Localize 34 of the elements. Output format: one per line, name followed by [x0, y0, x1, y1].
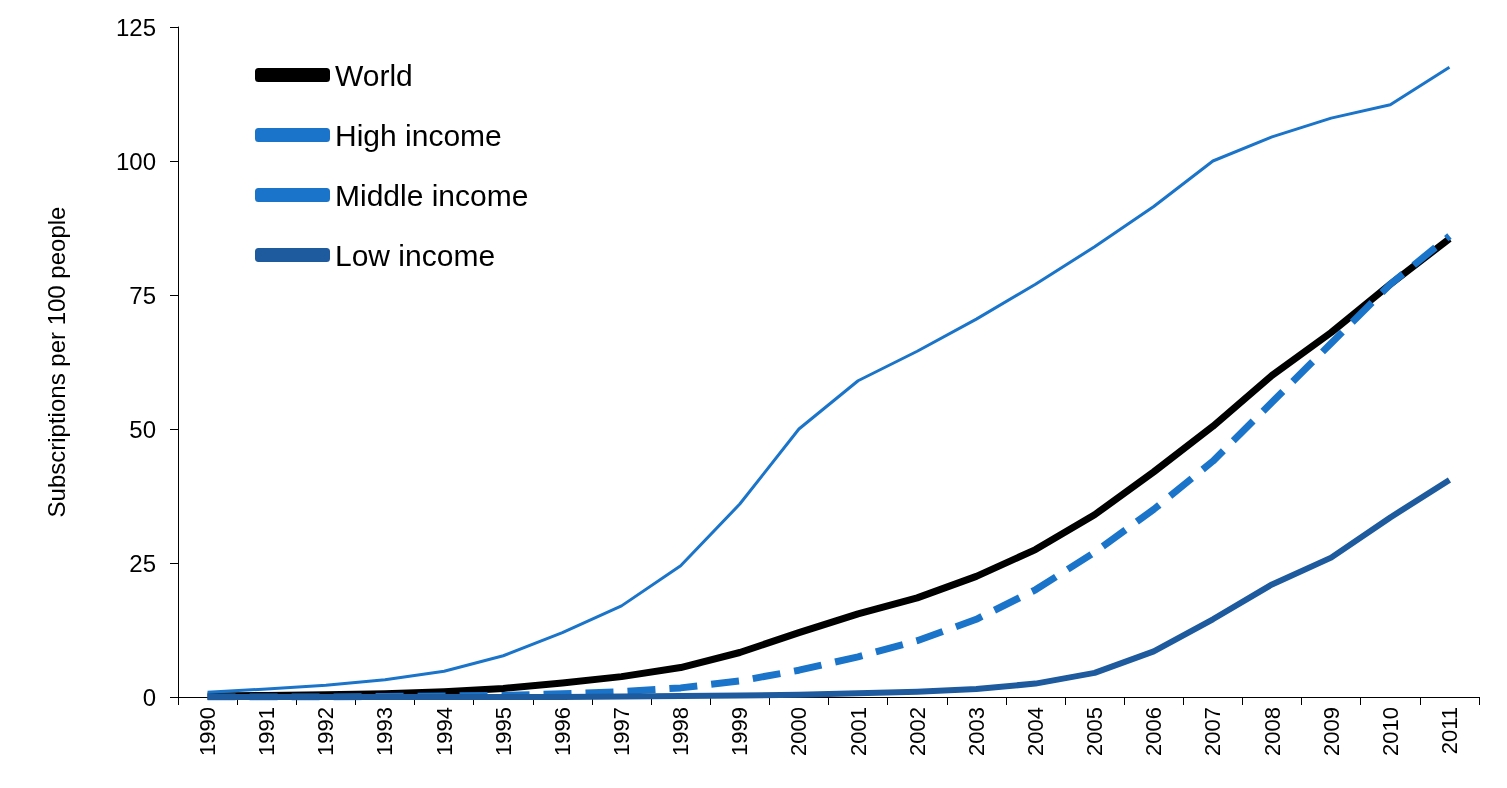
x-tick-label: 1997 [609, 707, 635, 756]
x-tick-label: 1998 [668, 707, 694, 756]
x-tick-label: 1991 [254, 707, 280, 756]
x-tick-label: 2000 [786, 707, 812, 756]
x-tick-label: 1992 [313, 707, 339, 756]
x-tick-label: 1990 [195, 707, 221, 756]
x-tick-label: 2009 [1318, 707, 1344, 756]
x-tick-label: 1993 [372, 707, 398, 756]
x-tick-label: 1994 [431, 707, 457, 756]
x-tick-label: 2005 [1082, 707, 1108, 756]
x-tick-label: 2003 [963, 707, 989, 756]
x-tick-label: 1996 [549, 707, 575, 756]
x-tick-label: 2011 [1436, 707, 1462, 755]
x-tick-label: 2004 [1022, 707, 1048, 756]
x-tick-label: 2007 [1200, 707, 1226, 756]
legend-label: Low income [335, 238, 496, 272]
x-tick-label: 2010 [1377, 707, 1403, 756]
y-tick-label: 125 [115, 13, 156, 41]
legend-label: World [335, 58, 413, 92]
line-series [206, 65, 1451, 694]
y-tick-label: 75 [129, 281, 156, 309]
x-tick-label: 2008 [1259, 707, 1285, 756]
x-tick-label: 2001 [845, 707, 871, 756]
y-axis-title: Subscriptions per 100 people [42, 206, 70, 518]
x-tick-label: 2006 [1141, 707, 1167, 756]
legend-label: High income [335, 118, 502, 152]
x-tick-label: 2002 [904, 707, 930, 756]
y-tick-label: 25 [129, 549, 156, 577]
x-tick-label: 1999 [727, 707, 753, 756]
y-tick-label: 50 [129, 415, 156, 443]
y-tick-label: 100 [115, 147, 156, 175]
x-tick-label: 1995 [490, 707, 516, 756]
y-tick-label: 0 [142, 683, 156, 711]
legend-label: Middle income [335, 178, 529, 212]
